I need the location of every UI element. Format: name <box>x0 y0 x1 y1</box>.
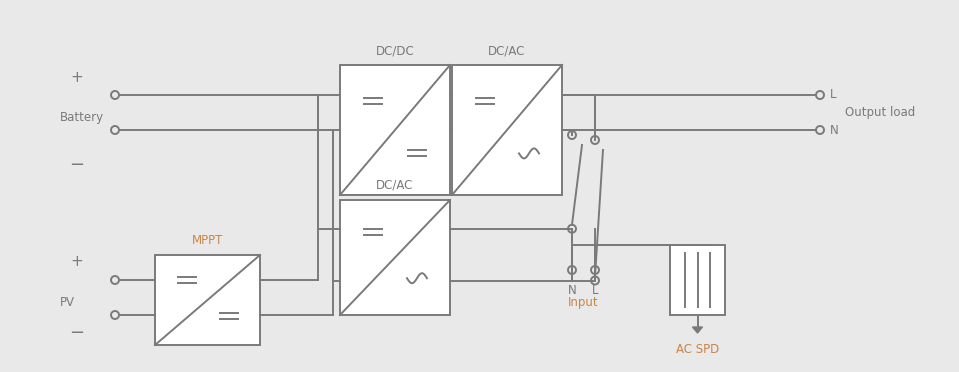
Text: MPPT: MPPT <box>192 234 223 247</box>
Bar <box>670 245 725 315</box>
Text: −: − <box>69 324 84 342</box>
Text: DC/AC: DC/AC <box>376 179 413 192</box>
Bar <box>155 255 260 345</box>
Text: L: L <box>592 284 598 297</box>
Text: +: + <box>71 254 83 269</box>
Text: L: L <box>830 89 836 102</box>
Polygon shape <box>692 327 703 333</box>
Text: Battery: Battery <box>60 111 105 124</box>
Text: N: N <box>568 284 576 297</box>
Text: +: + <box>71 70 83 84</box>
Bar <box>452 65 562 195</box>
Bar <box>340 65 450 195</box>
Text: N: N <box>830 124 839 137</box>
Text: −: − <box>69 156 84 174</box>
Text: DC/AC: DC/AC <box>488 44 526 57</box>
Text: DC/DC: DC/DC <box>376 44 414 57</box>
Bar <box>340 200 450 315</box>
Text: Input: Input <box>568 296 598 309</box>
Text: PV: PV <box>60 296 75 309</box>
Text: AC SPD: AC SPD <box>676 343 719 356</box>
Text: Output load: Output load <box>845 106 915 119</box>
